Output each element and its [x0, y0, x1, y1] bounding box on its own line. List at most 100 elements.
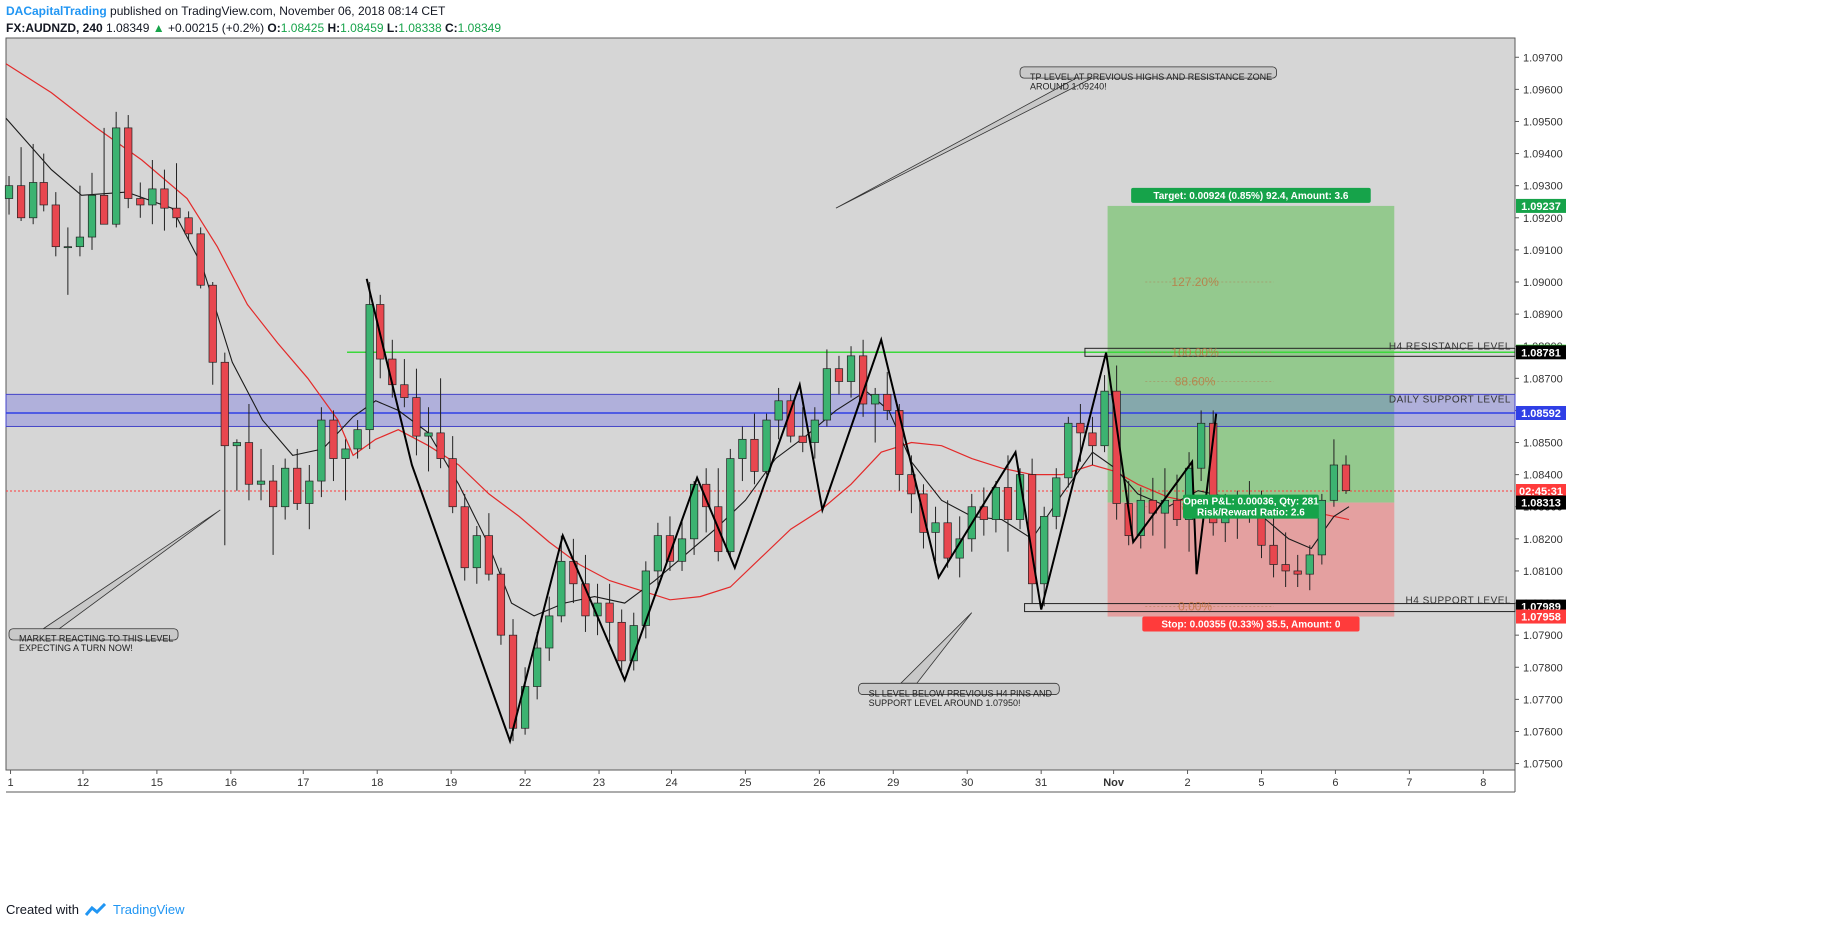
- candlestick-chart[interactable]: 1.09700 1.09600 1.09500 1.09400 1.09300 1.092…: [0, 0, 1828, 900]
- callout-box: [8, 628, 179, 641]
- y-tick-label: 1.09700: [1523, 52, 1563, 64]
- candle-body: [244, 442, 254, 485]
- candle-body: [496, 573, 506, 636]
- candle: [412, 368, 421, 456]
- y-tick-label: 1.07500: [1523, 759, 1563, 771]
- candle-body: [1136, 499, 1145, 536]
- candle-body: [883, 394, 892, 411]
- candle: [208, 282, 217, 385]
- fib-label: 88.60%: [1175, 375, 1216, 389]
- candle: [220, 352, 229, 546]
- candle-body: [208, 284, 217, 363]
- candle: [160, 169, 169, 231]
- candle-body: [810, 419, 819, 443]
- candle-body: [148, 188, 157, 206]
- candle: [472, 526, 481, 584]
- candle-body: [400, 384, 409, 398]
- y-tick-label: 1.08100: [1523, 566, 1563, 578]
- candle-body: [460, 506, 469, 569]
- candle-body: [281, 467, 290, 508]
- candle: [726, 448, 735, 559]
- y-tick-label: 1.08200: [1523, 534, 1563, 546]
- target-zone: [1107, 205, 1395, 503]
- candle-body: [1064, 422, 1073, 479]
- candle-body: [75, 236, 85, 248]
- x-tick-label: Nov: [1103, 777, 1125, 789]
- candle: [424, 407, 433, 472]
- h4-resistance-box: [1084, 347, 1516, 357]
- candle-body: [653, 535, 662, 572]
- open-value: 1.08425: [280, 21, 325, 35]
- publish-info: DACapitalTrading published on TradingVie…: [6, 4, 445, 18]
- y-tick-label: 1.09600: [1523, 84, 1563, 96]
- footer: Created with TradingView: [6, 902, 185, 917]
- candle: [124, 115, 133, 209]
- candle-body: [738, 438, 747, 459]
- y-axis: 1.09700 1.09600 1.09500 1.09400 1.09300 1.092…: [1515, 52, 1563, 771]
- stop-label-box: [1142, 616, 1360, 632]
- candle: [665, 516, 675, 571]
- symbol-label: FX:AUDNZD, 240: [6, 21, 103, 35]
- candle: [281, 458, 290, 520]
- candle-body: [1003, 487, 1013, 520]
- candle-body: [1341, 464, 1351, 492]
- price-label-text: 1.08592: [1521, 408, 1561, 420]
- change-value: +0.00215 (+0.2%): [168, 21, 265, 35]
- candle-body: [196, 233, 205, 286]
- candle-body: [822, 368, 831, 421]
- candle: [991, 481, 1000, 533]
- candle: [883, 371, 892, 421]
- candle: [196, 227, 205, 289]
- candle: [979, 487, 988, 536]
- candle-body: [762, 419, 771, 472]
- low-label: L:: [386, 21, 399, 35]
- candle-body: [1148, 499, 1157, 514]
- candle-body: [991, 487, 1000, 520]
- candle: [436, 378, 445, 469]
- callout-box: [858, 682, 1060, 695]
- candle: [39, 153, 48, 212]
- tradingview-logo-icon[interactable]: [84, 902, 107, 917]
- price-label-box: [1516, 198, 1566, 213]
- callout-tp: TP LEVEL AT PREVIOUS HIGHS AND RESISTANC…: [835, 66, 1277, 209]
- created-with-text: Created with: [6, 902, 79, 917]
- candle: [931, 506, 940, 562]
- author-link[interactable]: DACapitalTrading: [6, 4, 107, 18]
- x-tick-label: 22: [519, 777, 531, 789]
- candle-body: [533, 647, 542, 687]
- candle: [822, 349, 831, 427]
- candle: [75, 185, 85, 257]
- candle: [87, 172, 97, 250]
- candle: [581, 554, 590, 632]
- entry-label-box: [1183, 494, 1319, 519]
- candle: [798, 407, 807, 453]
- candle: [605, 583, 614, 642]
- candle: [1148, 477, 1157, 536]
- candle: [63, 227, 72, 295]
- candle-body: [29, 182, 38, 219]
- candle: [136, 182, 145, 218]
- candle-body: [341, 448, 350, 459]
- candle-body: [605, 602, 614, 623]
- callout-sl: SL LEVEL BELOW PREVIOUS H4 PINS ANDSUPPO…: [858, 612, 1060, 708]
- candle: [617, 609, 626, 671]
- low-value: 1.08338: [398, 21, 442, 35]
- callout-text: MARKET REACTING TO THIS LEVEL: [19, 634, 173, 644]
- candle-body: [63, 246, 72, 249]
- candle-body: [545, 615, 554, 649]
- ema-slow-line: [5, 63, 1350, 601]
- tradingview-link[interactable]: TradingView: [112, 902, 185, 917]
- price-label-text: 1.07958: [1521, 612, 1561, 624]
- candle: [1064, 416, 1073, 488]
- candle-body: [184, 217, 193, 235]
- candle: [305, 465, 314, 530]
- candle-body: [112, 127, 121, 225]
- candle: [846, 346, 856, 398]
- candle: [1329, 439, 1339, 507]
- candle-body: [943, 522, 952, 559]
- candle: [99, 127, 109, 225]
- candle-body: [353, 429, 362, 450]
- callout-text: AROUND 1.09240!: [1030, 81, 1107, 91]
- y-tick-label: 1.07900: [1523, 630, 1563, 642]
